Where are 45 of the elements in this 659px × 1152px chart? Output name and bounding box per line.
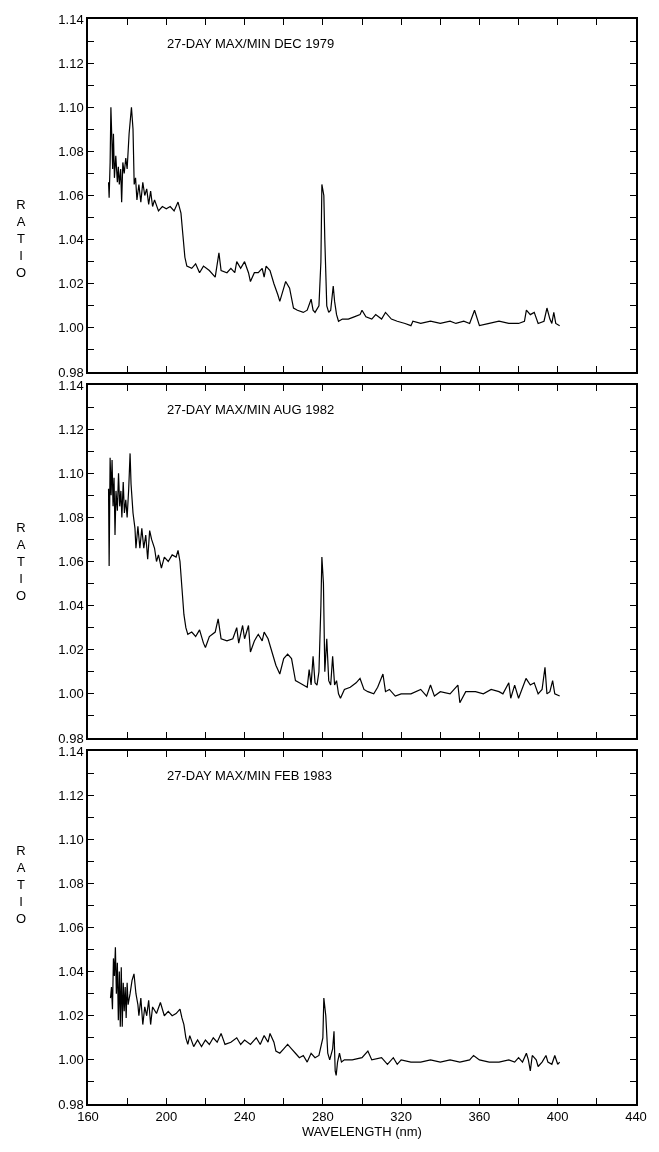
annotation: 27-DAY MAX/MIN AUG 1982 <box>167 402 335 417</box>
x-tick-label: 240 <box>233 1109 256 1125</box>
y-axis-title: RATIO <box>16 197 27 280</box>
y-tick-label: 1.04 <box>58 232 84 248</box>
x-tick-label: 280 <box>312 1109 334 1125</box>
y-tick-label: 1.04 <box>58 964 84 980</box>
line-series <box>107 452 561 704</box>
x-tick-label: 320 <box>390 1109 412 1125</box>
y-tick-label: 1.14 <box>58 11 84 27</box>
y-tick-label: 1.00 <box>58 686 84 702</box>
y-tick-label: 1.04 <box>58 598 84 614</box>
x-tick-label: 160 <box>77 1109 99 1125</box>
y-tick-label: 1.06 <box>58 920 84 936</box>
y-axis-title: RATIO <box>16 843 27 926</box>
y-tick-label: 1.02 <box>58 1008 84 1024</box>
y-tick-label: 1.06 <box>58 188 84 204</box>
y-tick-label: 1.12 <box>58 787 84 803</box>
y-tick-label: 1.12 <box>58 55 84 71</box>
y-tick-label: 1.00 <box>58 320 84 336</box>
y-tick-label: 1.08 <box>58 875 84 891</box>
y-tick-label: 1.02 <box>58 276 84 292</box>
line-series <box>109 946 561 1076</box>
y-axis-title: RATIO <box>16 520 27 603</box>
annotation: 27-DAY MAX/MIN DEC 1979 <box>167 36 335 51</box>
line-series <box>107 106 561 327</box>
y-tick-label: 1.00 <box>58 1052 84 1068</box>
x-axis-title: WAVELENGTH (nm) <box>302 1124 422 1140</box>
x-tick-label: 360 <box>468 1109 491 1125</box>
annotation: 27-DAY MAX/MIN FEB 1983 <box>167 768 332 783</box>
y-tick-label: 0.98 <box>58 1096 84 1112</box>
x-tick-label: 440 <box>625 1109 647 1125</box>
y-tick-label: 0.98 <box>58 364 84 380</box>
y-tick-label: 1.14 <box>58 377 84 393</box>
y-tick-label: 1.12 <box>58 421 84 437</box>
y-tick-label: 1.02 <box>58 642 84 658</box>
y-tick-label: 1.10 <box>58 465 84 481</box>
y-tick-label: 1.08 <box>58 509 84 525</box>
y-tick-label: 1.10 <box>58 99 84 115</box>
y-tick-label: 1.06 <box>58 554 84 570</box>
y-tick-label: 1.10 <box>58 831 84 847</box>
y-tick-label: 1.08 <box>58 143 84 159</box>
y-tick-label: 0.98 <box>58 730 84 746</box>
x-tick-label: 200 <box>155 1109 178 1125</box>
y-tick-label: 1.14 <box>58 743 84 759</box>
x-tick-label: 400 <box>546 1109 569 1125</box>
